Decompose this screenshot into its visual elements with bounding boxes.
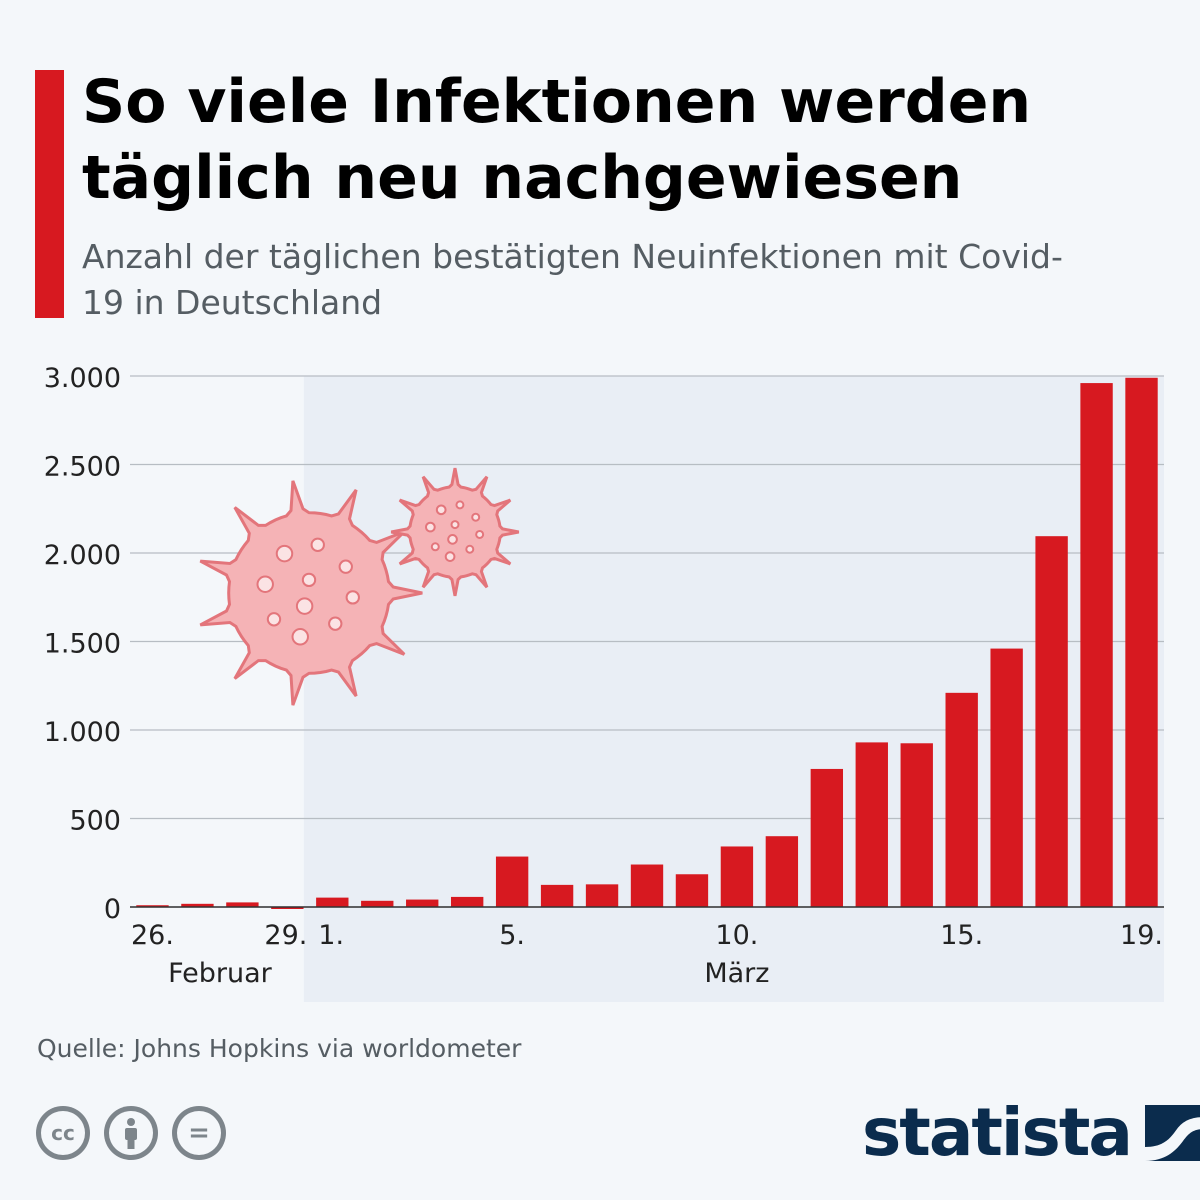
bar-3 <box>406 899 439 907</box>
y-tick-label: 500 <box>69 806 121 837</box>
bar-9 <box>675 874 709 907</box>
attribution-icon[interactable] <box>104 1106 158 1160</box>
bar-28 <box>226 902 259 907</box>
virus-illustration-small <box>390 467 520 597</box>
chart-subtitle: Anzahl der täglichen bestätigten Neuinfe… <box>82 237 1063 322</box>
y-tick-label: 1.500 <box>44 629 121 660</box>
y-tick-label: 3.000 <box>44 363 121 394</box>
statista-logo-icon <box>1144 1104 1200 1161</box>
license-icons: cc = <box>36 1106 226 1160</box>
statista-logo[interactable]: statista <box>862 1094 1200 1171</box>
bar-8 <box>630 864 664 907</box>
cc-icon[interactable]: cc <box>36 1106 90 1160</box>
bar-2 <box>361 900 394 907</box>
bar-15 <box>945 692 978 907</box>
bar-16 <box>990 648 1023 907</box>
x-tick-label: 15. <box>940 920 983 951</box>
bar-14 <box>900 743 933 907</box>
x-tick-label: 19. <box>1120 920 1163 951</box>
bar-4 <box>450 896 484 907</box>
month-label: März <box>704 958 769 989</box>
virus-illustration-large <box>199 480 423 706</box>
x-tick-label: 1. <box>318 920 344 951</box>
month-region-highlight <box>303 376 1165 1002</box>
y-tick-label: 2.000 <box>44 540 121 571</box>
y-tick-label: 0 <box>104 894 121 925</box>
bar-10 <box>720 846 754 907</box>
bar-18 <box>1080 383 1113 907</box>
x-tick-label: 26. <box>131 920 174 951</box>
no-derivatives-icon[interactable]: = <box>172 1106 226 1160</box>
bar-11 <box>765 836 799 907</box>
bar-5 <box>495 856 529 907</box>
x-tick-label: 29. <box>264 920 307 951</box>
bar-26 <box>136 905 169 907</box>
bar-13 <box>855 742 888 907</box>
bar-1 <box>316 897 349 907</box>
bar-17 <box>1035 536 1068 907</box>
source-note: Quelle: Johns Hopkins via worldometer <box>37 1034 522 1063</box>
bar-chart: 0 500 1.000 1.500 2.000 2.500 3.000 26. 29. 1. 5. 1… <box>44 363 1165 1002</box>
bar-6 <box>540 884 574 907</box>
bar-7 <box>585 884 619 907</box>
bar-29 <box>271 907 304 909</box>
brand-name: statista <box>862 1094 1133 1171</box>
chart-title: So viele Infektionen werden täglich neu … <box>82 67 1032 213</box>
bar-12 <box>810 768 844 907</box>
month-label: Februar <box>168 958 273 989</box>
bar-19 <box>1125 377 1158 907</box>
bar-27 <box>181 903 214 907</box>
y-tick-label: 2.500 <box>44 452 121 483</box>
title-accent-bar <box>35 70 64 318</box>
x-tick-label: 10. <box>715 920 758 951</box>
x-tick-label: 5. <box>499 920 525 951</box>
y-tick-label: 1.000 <box>44 717 121 748</box>
